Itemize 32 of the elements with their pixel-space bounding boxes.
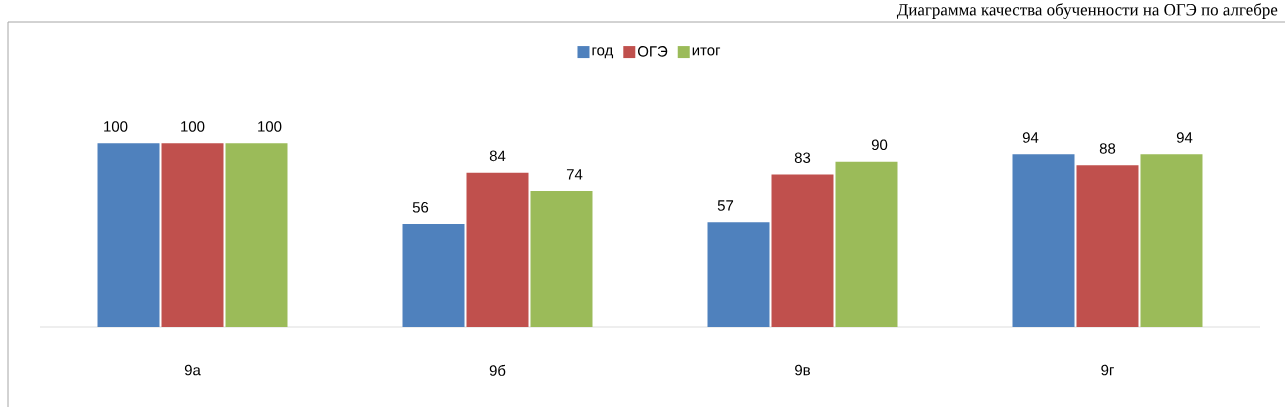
- data-label: 100: [104, 121, 128, 132]
- data-label: 84: [489, 150, 506, 162]
- bar: [1012, 154, 1075, 327]
- data-label: 94: [1022, 132, 1039, 143]
- chart-title: Диаграмма качества обученности на ОГЭ по алгебре: [896, 3, 1278, 19]
- data-label: 100: [258, 121, 282, 132]
- data-label: 56: [412, 202, 429, 213]
- bar: [402, 224, 465, 327]
- x-tick-label: 9б: [489, 364, 506, 376]
- legend-label: год: [592, 47, 614, 59]
- data-label: 94: [1176, 132, 1193, 143]
- bar: [225, 143, 288, 327]
- legend-label: итог: [692, 47, 721, 56]
- data-label: 88: [1099, 143, 1116, 154]
- bar: [771, 174, 834, 327]
- bar: [530, 191, 593, 327]
- data-label: 100: [181, 121, 205, 132]
- bar: [161, 143, 224, 327]
- bar: [1076, 165, 1139, 327]
- bar: [466, 172, 529, 327]
- legend-label: ОГЭ: [637, 46, 668, 57]
- bar: [707, 222, 770, 327]
- x-tick-label: 9а: [184, 364, 201, 376]
- bar: [97, 143, 160, 327]
- data-label: 83: [794, 152, 811, 163]
- x-tick-label: 9в: [795, 364, 810, 376]
- bar: [835, 161, 898, 327]
- data-label: 74: [566, 169, 583, 180]
- bar: [1140, 154, 1203, 327]
- x-tick-label: 9г: [1101, 364, 1114, 376]
- data-label: 57: [717, 200, 734, 211]
- data-label: 90: [871, 139, 888, 151]
